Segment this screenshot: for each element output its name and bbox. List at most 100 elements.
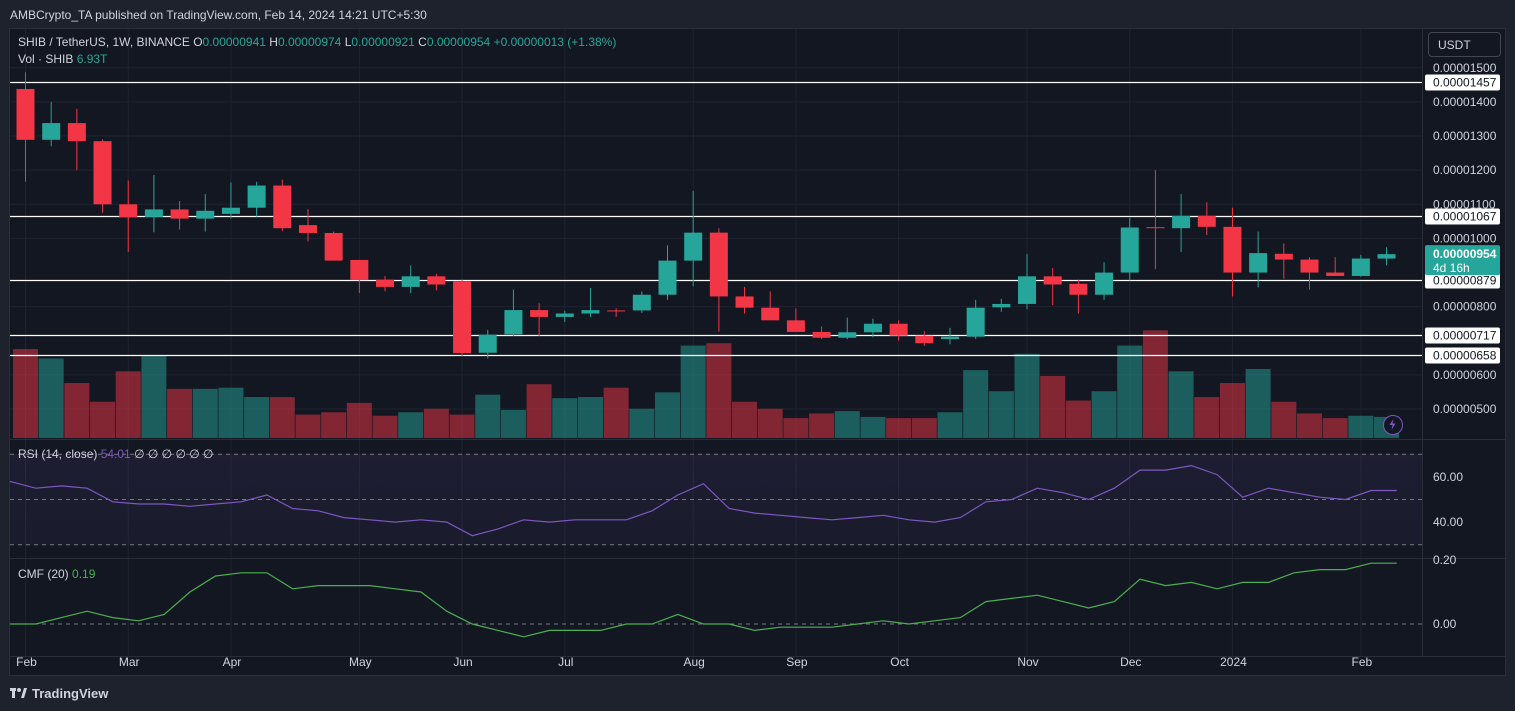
last-price-badge — [1425, 245, 1500, 276]
volume-bar — [1040, 375, 1066, 438]
volume-bar — [295, 414, 321, 438]
candle-body — [93, 141, 112, 205]
time-tick-label: Nov — [1017, 655, 1038, 669]
volume-bar — [115, 371, 141, 438]
level-label: 0.00001067 — [1433, 210, 1497, 224]
volume-bar — [321, 412, 347, 438]
candle-body — [196, 210, 215, 219]
volume-bar — [603, 387, 629, 438]
currency-button[interactable]: USDT — [1428, 32, 1501, 57]
rsi-label: RSI (14, close) — [18, 447, 98, 461]
change-value: +0.00000013 (+1.38%) — [493, 35, 617, 49]
publish-info: AMBCrypto_TA published on TradingView.co… — [10, 8, 427, 22]
candle-body — [1120, 227, 1139, 273]
rsi-line — [9, 464, 1397, 537]
rsi-legend: RSI (14, close) 54.01 ∅ ∅ ∅ ∅ ∅ ∅ — [18, 447, 213, 461]
level-badge — [1425, 208, 1500, 225]
volume-bar — [1065, 400, 1091, 438]
volume-bar — [526, 384, 552, 438]
volume-bar — [449, 414, 475, 438]
candle-body — [940, 336, 959, 340]
candle-body — [1069, 283, 1088, 295]
candle-body — [221, 207, 240, 214]
volume-bar — [860, 416, 886, 438]
candle-body — [1300, 259, 1319, 273]
volume-bar — [680, 345, 706, 438]
level-badge — [1425, 74, 1500, 91]
level-label: 0.00000658 — [1433, 349, 1497, 363]
volume-bar — [500, 409, 526, 438]
candle-body — [1146, 227, 1165, 229]
price-tick-label: 0.00001000 — [1433, 231, 1497, 245]
close-label: C — [418, 35, 427, 49]
high-value: 0.00000974 — [277, 35, 342, 49]
rsi-tick-label: 60.00 — [1433, 470, 1463, 484]
tradingview-icon — [10, 687, 27, 700]
rsi-tick-label: 40.00 — [1433, 515, 1463, 529]
time-tick-label: Mar — [119, 655, 140, 669]
time-tick-label: Oct — [890, 655, 909, 669]
volume-bar — [1271, 401, 1297, 438]
volume-bar — [552, 398, 578, 438]
volume-bar — [757, 408, 783, 438]
volume-bar — [1219, 383, 1245, 438]
open-value: 0.00000941 — [202, 35, 266, 49]
last-price-label: 0.00000954 — [1433, 247, 1497, 261]
price-tick-label: 0.00000600 — [1433, 368, 1497, 382]
price-tick-label: 0.00000500 — [1433, 402, 1497, 416]
candle-body — [1197, 215, 1216, 227]
candle-body — [709, 232, 728, 297]
low-label: L — [344, 35, 352, 49]
volume-bar — [886, 418, 912, 438]
level-badge — [1425, 272, 1500, 289]
volume-bar — [963, 370, 989, 438]
lightning-icon[interactable] — [1383, 415, 1403, 435]
candle-body — [350, 259, 369, 281]
candle-body — [581, 310, 600, 314]
time-tick-label: Jun — [453, 655, 472, 669]
time-tick-label: Jul — [558, 655, 573, 669]
volume-bar — [1091, 391, 1117, 438]
volume-bar — [629, 408, 655, 438]
volume-bar — [192, 388, 218, 438]
chart-legend: SHIB / TetherUS, 1W, BINANCE O0.00000941… — [18, 35, 616, 69]
tradingview-brand: TradingView — [32, 686, 109, 701]
high-label: H — [269, 35, 278, 49]
symbol-label[interactable]: SHIB / TetherUS, 1W, BINANCE — [18, 35, 190, 49]
volume-bar — [1194, 397, 1220, 438]
tradingview-logo[interactable]: TradingView — [10, 686, 108, 701]
open-label: O — [193, 35, 203, 49]
candle-body — [555, 313, 574, 317]
candle-body — [1223, 226, 1242, 273]
price-tick-label: 0.00001100 — [1433, 197, 1496, 211]
price-tick-label: 0.00000800 — [1433, 300, 1497, 314]
price-axis[interactable]: 0.00001500 0.00001400 0.00001300 0.00001200… — [1425, 61, 1500, 631]
volume-bar — [1322, 418, 1348, 438]
level-label: 0.00000879 — [1433, 274, 1497, 288]
candle-body — [992, 303, 1011, 308]
candle-body — [735, 296, 754, 308]
volume-bar — [38, 358, 64, 438]
volume-bar — [834, 411, 860, 438]
volume-bar — [372, 415, 398, 438]
candle-body — [504, 310, 523, 335]
time-axis[interactable]: Feb Mar Apr May Jun Jul Aug Sep Oct Nov Dec 2024 Feb — [16, 655, 1372, 669]
price-tick-label: 0.00001300 — [1433, 129, 1497, 143]
level-label: 0.00001457 — [1433, 76, 1497, 90]
cmf-label: CMF (20) — [18, 567, 69, 581]
candle-body — [478, 334, 497, 353]
cmf-line — [10, 562, 1397, 638]
candle-body — [170, 209, 189, 219]
rsi-value: 54.01 — [100, 447, 131, 461]
candle-body — [607, 310, 626, 312]
candle-body — [273, 185, 292, 229]
volume-bar — [1348, 415, 1374, 438]
volume-bar — [911, 418, 937, 438]
candle-body — [119, 204, 138, 218]
candle-body — [324, 232, 343, 261]
volume-bar — [398, 412, 424, 438]
volume-bar — [141, 356, 167, 438]
candle-body — [67, 123, 86, 142]
candle-body — [1043, 276, 1062, 285]
